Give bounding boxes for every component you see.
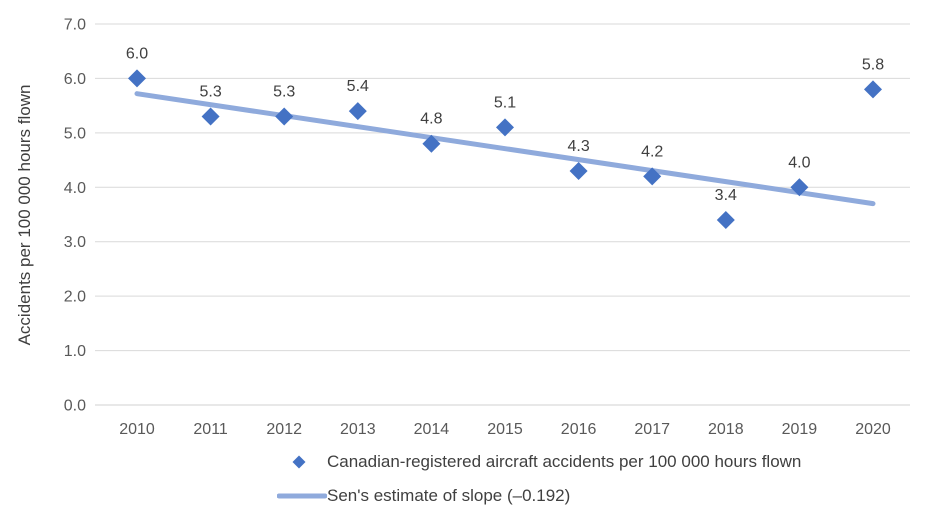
data-point bbox=[864, 80, 882, 99]
trendline-swatch-icon bbox=[277, 493, 327, 499]
x-tick-label: 2014 bbox=[414, 421, 450, 438]
data-labels-layer: 6.0 5.3 5.3 5.4 4.8 5.1 4.3 4.2 3.4 4.0 5.8 bbox=[126, 45, 884, 204]
x-tick-label: 2012 bbox=[266, 421, 302, 438]
x-axis-tick-labels: 2010 2011 2012 2013 2014 2015 2016 2017 2018 2019… bbox=[119, 421, 891, 438]
legend-label-accidents: Canadian-registered aircraft accidents p… bbox=[327, 452, 802, 471]
data-point-label: 4.3 bbox=[567, 138, 589, 155]
y-tick-label: 4.0 bbox=[64, 180, 86, 197]
data-point-label: 5.3 bbox=[199, 84, 221, 101]
data-point bbox=[422, 134, 441, 153]
trendline bbox=[134, 91, 876, 207]
legend-label-trendline: Sen's estimate of slope (–0.192) bbox=[327, 486, 571, 505]
data-point bbox=[496, 118, 514, 137]
data-point-label: 5.3 bbox=[273, 84, 295, 101]
x-tick-label: 2019 bbox=[782, 421, 818, 438]
y-axis-tick-labels: 0.0 1.0 2.0 3.0 4.0 5.0 6.0 7.0 bbox=[64, 17, 86, 415]
x-tick-label: 2018 bbox=[708, 421, 744, 438]
plot-area: Accidents per 100 000 hours flown 0.0 1.0… bbox=[15, 17, 910, 438]
x-tick-label: 2011 bbox=[193, 421, 228, 438]
legend-item-accidents: Canadian-registered aircraft accidents p… bbox=[277, 451, 801, 473]
x-tick-label: 2013 bbox=[340, 421, 376, 438]
x-tick-label: 2016 bbox=[561, 421, 597, 438]
diamond-marker-icon bbox=[292, 455, 306, 469]
y-tick-label: 6.0 bbox=[64, 71, 86, 88]
data-point bbox=[201, 107, 220, 126]
legend-item-trendline: Sen's estimate of slope (–0.192) bbox=[277, 485, 570, 507]
data-point-label: 4.2 bbox=[641, 143, 663, 160]
x-tick-label: 2015 bbox=[487, 421, 523, 438]
data-point-label: 5.1 bbox=[494, 94, 516, 111]
gridlines bbox=[95, 23, 910, 406]
x-tick-label: 2010 bbox=[119, 421, 155, 438]
data-point-label: 6.0 bbox=[126, 45, 148, 62]
data-point bbox=[128, 69, 146, 88]
data-point-label: 4.8 bbox=[420, 111, 442, 128]
x-tick-label: 2020 bbox=[855, 421, 891, 438]
y-tick-label: 0.0 bbox=[64, 398, 86, 415]
data-point bbox=[275, 107, 294, 126]
data-points-layer bbox=[128, 69, 882, 229]
data-point bbox=[569, 161, 588, 180]
data-point-label: 5.4 bbox=[347, 78, 369, 95]
data-point bbox=[348, 102, 367, 121]
trendline-layer bbox=[134, 91, 876, 207]
data-point bbox=[790, 178, 809, 197]
y-tick-label: 2.0 bbox=[64, 289, 86, 306]
data-point-label: 4.0 bbox=[788, 154, 810, 171]
data-point bbox=[643, 167, 662, 186]
y-axis-title: Accidents per 100 000 hours flown bbox=[15, 85, 34, 346]
y-tick-label: 3.0 bbox=[64, 234, 86, 251]
data-point-label: 5.8 bbox=[862, 56, 884, 73]
y-tick-label: 7.0 bbox=[64, 17, 86, 34]
y-tick-label: 5.0 bbox=[64, 125, 86, 142]
data-point bbox=[716, 210, 735, 229]
data-point-label: 3.4 bbox=[715, 187, 737, 204]
x-tick-label: 2017 bbox=[634, 421, 670, 438]
y-tick-label: 1.0 bbox=[64, 343, 86, 360]
